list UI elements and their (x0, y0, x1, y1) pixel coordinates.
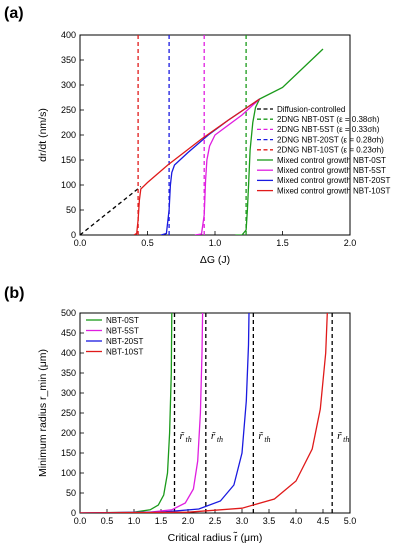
threshold-label: r̃ (337, 430, 343, 442)
threshold-label: r̃ (180, 430, 186, 442)
y-tick-label: 150 (61, 155, 76, 165)
y-tick-label: 100 (61, 468, 76, 478)
panel-a-label: (a) (4, 5, 24, 22)
plot-area (80, 313, 333, 513)
y-tick-label: 500 (61, 308, 76, 318)
y-tick-label: 100 (61, 180, 76, 190)
y-tick-label: 150 (61, 448, 76, 458)
legend-entry: Mixed control growth NBT-0ST (277, 156, 386, 165)
y-tick-label: 450 (61, 328, 76, 338)
x-axis-title: Critical radius r̃ (μm) (168, 531, 263, 544)
x-tick-label: 2.5 (209, 516, 222, 526)
threshold-label: r̃ (258, 430, 264, 442)
x-tick-label: 1.0 (209, 238, 222, 248)
threshold-label-subscript: th (217, 435, 223, 444)
series-line-mixed-control-growth-nbt-5st (194, 98, 261, 235)
y-tick-label: 350 (61, 55, 76, 65)
series-line-nbt-0st (80, 313, 173, 513)
y-tick-label: 300 (61, 80, 76, 90)
y-tick-label: 300 (61, 388, 76, 398)
legend-entry: Mixed control growth NBT-5ST (277, 166, 386, 175)
legend-entry: NBT-10ST (106, 347, 143, 356)
x-axis-title: ΔG (J) (200, 254, 230, 266)
x-tick-label: 4.5 (317, 516, 330, 526)
legend-entry: NBT-0ST (106, 316, 139, 325)
series-line-nbt-20st (80, 313, 250, 513)
series-line-mixed-control-growth-nbt-10st (133, 98, 260, 235)
legend-entry: 2DNG NBT-20ST (ε = 0.28σh) (277, 135, 384, 144)
series-line-mixed-control-growth-nbt-0st (235, 48, 324, 235)
threshold-label-subscript: th (186, 435, 192, 444)
x-tick-label: 2.0 (344, 238, 357, 248)
y-tick-label: 200 (61, 428, 76, 438)
y-tick-label: 250 (61, 105, 76, 115)
y-axis-title: dr/dt (nm/s) (37, 108, 49, 162)
y-tick-label: 0 (71, 508, 76, 518)
y-tick-label: 350 (61, 368, 76, 378)
y-tick-label: 50 (66, 205, 76, 215)
x-tick-label: 1.5 (276, 238, 289, 248)
chart-a: 0.0 0.5 1.0 1.5 2.0 0 50 100 150 200 250 300 350 400 Δ… (37, 30, 390, 266)
legend-entry: 2DNG NBT-5ST (ε = 0.33σh) (277, 125, 380, 134)
legend-entry: Mixed control growth NBT-10ST (277, 186, 390, 195)
y-tick-label: 400 (61, 348, 76, 358)
plot-area (80, 35, 324, 235)
legend-entry: 2DNG NBT-0ST (ε = 0.38σh) (277, 115, 380, 124)
series-line-diffusion-controlled (80, 185, 142, 235)
threshold-label-subscript: th (264, 435, 270, 444)
legend-entry: NBT-5ST (106, 326, 139, 335)
x-tick-label: 1.0 (128, 516, 141, 526)
y-tick-label: 250 (61, 408, 76, 418)
threshold-label-subscript: th (343, 435, 349, 444)
x-tick-label: 5.0 (344, 516, 357, 526)
legend-entry: Diffusion-controlled (277, 105, 345, 114)
x-tick-label: 2.0 (182, 516, 195, 526)
y-tick-label: 200 (61, 130, 76, 140)
x-tick-label: 0.5 (141, 238, 154, 248)
y-tick-label: 400 (61, 30, 76, 40)
chart-b: 0.0 0.5 1.0 1.5 2.0 2.5 3.0 3.5 4.0 4.5 5.0 0 50 100 1… (37, 308, 356, 544)
panel-b-label: (b) (4, 285, 24, 302)
threshold-label: r̃ (211, 430, 217, 442)
y-axis-title: Minimum radius r_min (μm) (37, 349, 49, 477)
x-tick-label: 3.5 (263, 516, 276, 526)
series-line-mixed-control-growth-nbt-20st (160, 98, 260, 235)
legend-entry: Mixed control growth NBT-20ST (277, 176, 390, 185)
series-line-nbt-10st (80, 313, 328, 513)
legend-entry: 2DNG NBT-10ST (ε = 0.23σh) (277, 146, 384, 155)
y-tick-label: 50 (66, 488, 76, 498)
series-line-nbt-5st (80, 313, 204, 513)
legend-entry: NBT-20ST (106, 337, 143, 346)
x-tick-label: 0.0 (74, 238, 87, 248)
x-tick-label: 4.0 (290, 516, 303, 526)
x-tick-label: 3.0 (236, 516, 249, 526)
y-tick-label: 0 (71, 230, 76, 240)
x-tick-label: 0.0 (74, 516, 87, 526)
x-tick-label: 1.5 (155, 516, 168, 526)
x-tick-label: 0.5 (101, 516, 114, 526)
